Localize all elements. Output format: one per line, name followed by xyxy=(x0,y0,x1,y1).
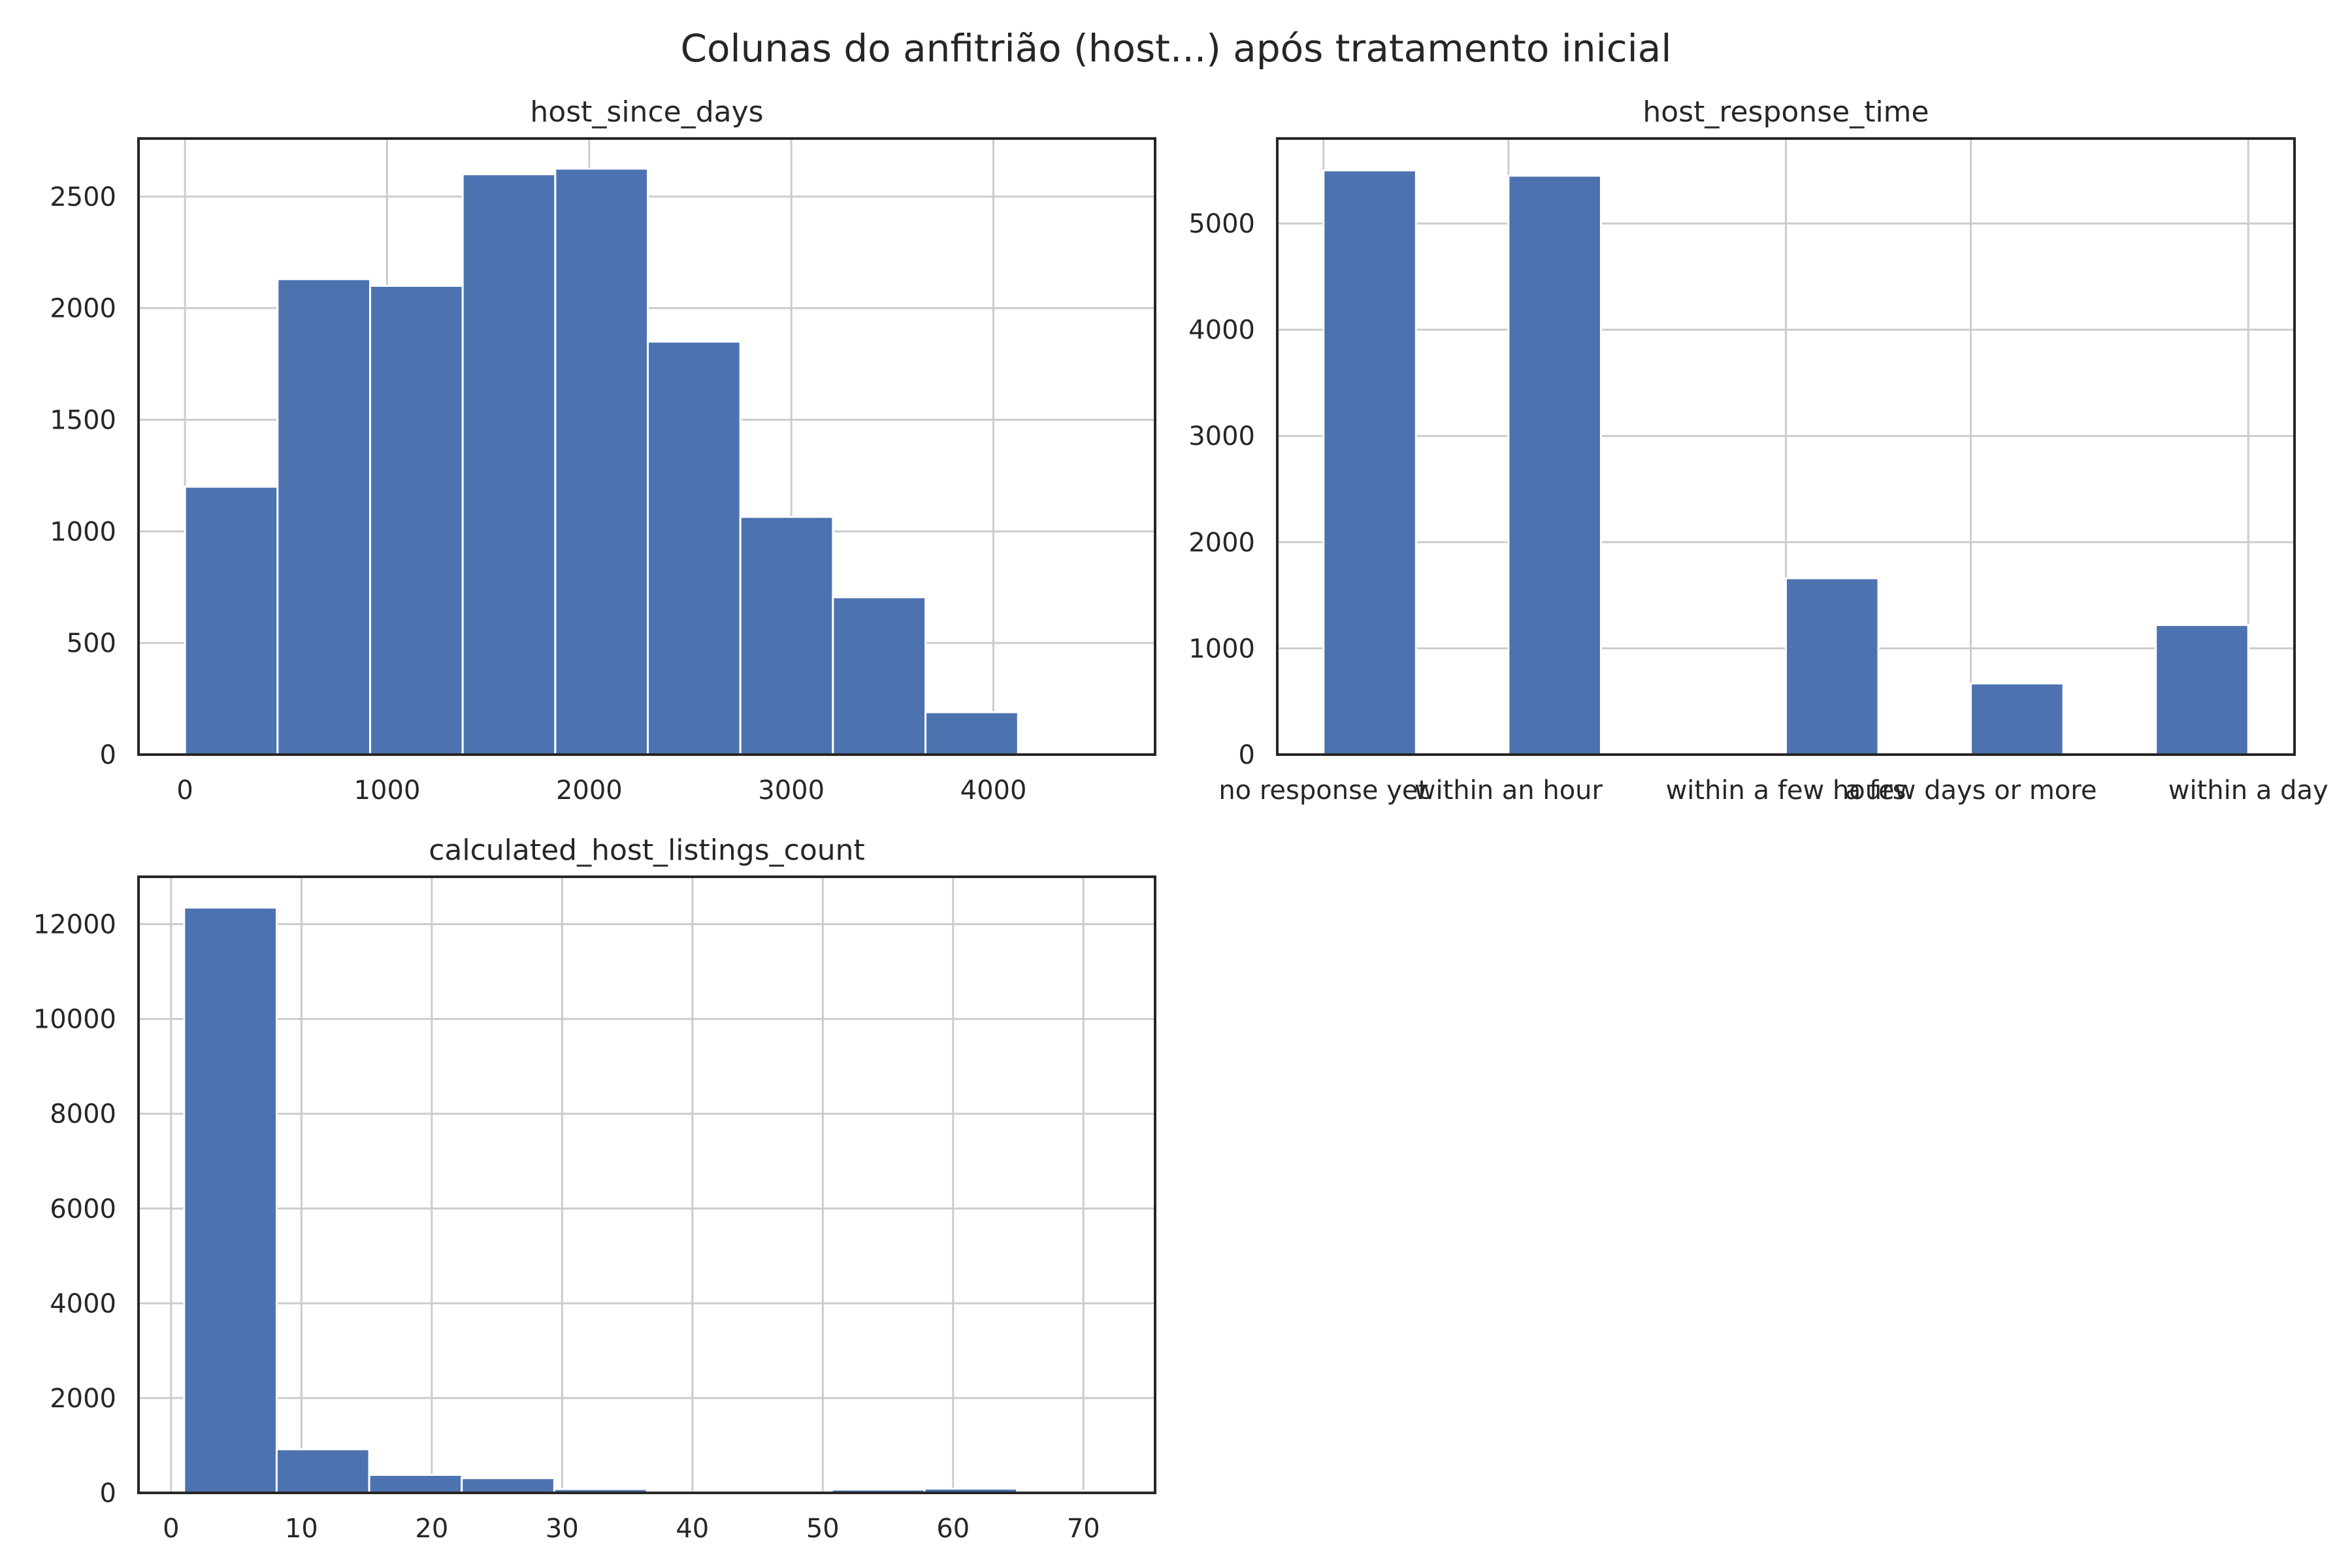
x-tick-label: 20 xyxy=(415,1514,448,1544)
y-tick-label: 4000 xyxy=(1188,316,1255,346)
x-tick-label: 2000 xyxy=(556,776,623,806)
x-tick-label: 40 xyxy=(676,1514,709,1544)
histogram-bar xyxy=(739,515,834,756)
y-tick-label: 0 xyxy=(100,1478,116,1509)
x-tick-label: 0 xyxy=(163,1514,179,1544)
x-tick-label: 60 xyxy=(936,1514,970,1544)
axes-frame xyxy=(137,875,1156,1494)
histogram-bar xyxy=(275,1448,370,1494)
x-tick-label: 10 xyxy=(285,1514,318,1544)
figure-title: Colunas do anfitrião (host...) após trat… xyxy=(681,26,1672,71)
subplot-title: host_response_time xyxy=(1642,95,1929,129)
y-tick-label: 500 xyxy=(67,629,116,659)
y-tick-label: 6000 xyxy=(50,1194,116,1224)
histogram-bar xyxy=(647,340,742,756)
y-tick-label: 0 xyxy=(100,740,116,770)
x-tick-label: within a day xyxy=(2168,776,2328,806)
y-tick-label: 1000 xyxy=(1188,634,1255,664)
y-tick-label: 1500 xyxy=(50,406,116,436)
x-tick-label: within a few hours xyxy=(1666,776,1906,806)
y-tick-label: 2500 xyxy=(50,182,116,212)
x-tick-label: 50 xyxy=(806,1514,840,1544)
x-tick-label: 70 xyxy=(1067,1514,1100,1544)
axes-frame xyxy=(137,137,1156,756)
axes-frame xyxy=(1276,137,2296,756)
subplot-title: calculated_host_listings_count xyxy=(429,834,865,867)
histogram-bar xyxy=(2155,624,2249,756)
histogram-bar xyxy=(183,906,278,1494)
histogram-bar xyxy=(1785,577,1880,756)
histogram-bar xyxy=(276,278,372,756)
x-tick-label: 1000 xyxy=(354,776,421,806)
x-tick-label: 0 xyxy=(176,776,193,806)
y-tick-label: 2000 xyxy=(1188,528,1255,558)
y-tick-label: 10000 xyxy=(33,1005,116,1035)
y-tick-label: 2000 xyxy=(50,1384,116,1414)
x-tick-label: 3000 xyxy=(758,776,825,806)
histogram-bar xyxy=(461,1477,555,1494)
histogram-bar xyxy=(554,167,649,756)
y-tick-label: 1000 xyxy=(50,517,116,547)
y-tick-label: 2000 xyxy=(50,294,116,324)
x-tick-label: within an hour xyxy=(1414,776,1603,806)
y-tick-label: 5000 xyxy=(1188,209,1255,239)
histogram-bar xyxy=(832,596,927,756)
histogram-bar xyxy=(1322,169,1417,756)
y-tick-label: 12000 xyxy=(33,910,116,940)
x-tick-label: 4000 xyxy=(960,776,1027,806)
histogram-calculated-host-listings-count: calculated_host_listings_count 0 10 20 30 40 5… xyxy=(33,834,1156,1544)
histogram-bar xyxy=(368,1473,463,1494)
x-tick-label: 30 xyxy=(546,1514,579,1544)
y-tick-label: 3000 xyxy=(1188,421,1255,451)
histogram-host-since-days: host_since_days 0 1000 2000 3000 4000 0 500 1000… xyxy=(50,95,1156,806)
y-tick-label: 0 xyxy=(1239,740,1255,770)
subplot-title: host_since_days xyxy=(530,95,763,129)
histogram-bar xyxy=(461,173,557,756)
histogram-bar xyxy=(924,711,1019,756)
histogram-bar xyxy=(1507,174,1602,756)
x-tick-label: no response yet xyxy=(1218,776,1428,806)
y-tick-label: 4000 xyxy=(50,1289,116,1319)
histogram-bar xyxy=(369,285,464,756)
y-tick-label: 8000 xyxy=(50,1100,116,1130)
x-tick-label: a few days or more xyxy=(1845,776,2097,806)
histogram-bar xyxy=(1970,682,2065,756)
histogram-bar xyxy=(184,485,279,756)
